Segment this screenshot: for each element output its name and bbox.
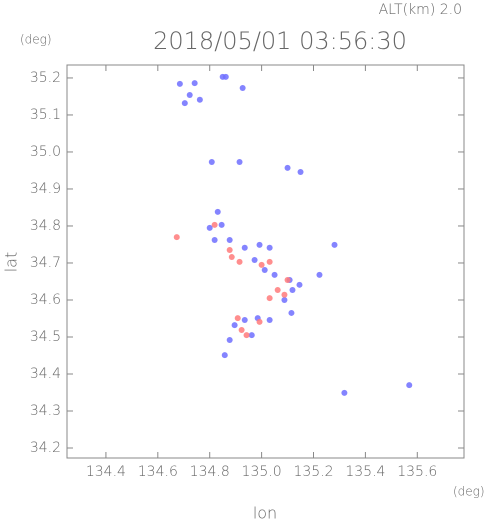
x-tick-label: 134.8 [190,464,230,480]
echo-point [226,336,233,343]
echo-point [236,158,243,165]
echo-point [191,80,198,87]
echo-point [222,73,229,80]
echo-point [226,247,233,254]
echo-point [316,271,323,278]
echo-point [271,271,278,278]
echo-point [208,158,215,165]
x-unit: (deg) [453,485,485,499]
x-axis-title: lon [253,504,277,521]
echo-point [206,224,213,231]
echo-point [239,84,246,91]
echo-point [251,257,258,264]
echo-point [281,291,288,298]
echo-point [248,332,255,339]
echo-point [226,237,233,244]
x-tick-label: 135.4 [345,464,385,480]
echo-point [196,96,203,103]
echo-point [406,382,413,389]
echo-point [297,168,304,175]
x-tick-label: 135.6 [397,464,437,480]
y-tick-label: 35.1 [30,107,61,123]
y-axis-title: lat [2,252,21,273]
x-tick-label: 135.2 [293,464,333,480]
echo-point [261,267,268,274]
echo-point [288,309,295,316]
y-tick-label: 34.4 [30,366,61,382]
echo-point [234,315,241,322]
echo-point [266,258,273,265]
y-tick-label: 35.0 [30,144,61,160]
y-tick-label: 34.8 [30,218,61,234]
plot-frame [66,64,465,459]
echo-point [258,261,265,268]
y-unit: (deg) [20,33,52,47]
x-tick-label: 134.4 [86,464,126,480]
echo-point [341,389,348,396]
x-tick-label: 135.0 [242,464,282,480]
echo-point [218,221,225,228]
echo-point [236,258,243,265]
echo-point [238,326,245,333]
echo-point [176,80,183,87]
echo-point [211,237,218,244]
echo-point [231,322,238,329]
echo-point [266,295,273,302]
y-tick-label: 34.2 [30,440,61,456]
echo-point [256,318,263,325]
y-tick-label: 34.9 [30,181,61,197]
y-tick-label: 35.2 [30,70,61,86]
y-tick-label: 34.7 [30,255,61,271]
y-tick-label: 34.5 [30,329,61,345]
echo-point [243,332,250,339]
y-tick-label: 34.6 [30,292,61,308]
echo-point [241,316,248,323]
echo-point [221,352,228,359]
echo-point [186,91,193,98]
echo-point [211,221,218,228]
echo-point [173,234,180,241]
echo-point [274,286,281,293]
y-tick-label: 34.3 [30,403,61,419]
x-tick-label: 134.6 [138,464,178,480]
echo-point [281,296,288,303]
echo-point [256,241,263,248]
echo-point [266,244,273,251]
echo-point [296,281,303,288]
echo-point [214,208,221,215]
chart-title: 2018/05/01 03:56:30 [153,27,407,55]
echo-point [241,244,248,251]
echo-point [284,277,291,284]
echo-point [331,241,338,248]
echo-point [266,316,273,323]
chart-subtitle: ALT(km) 2.0 [379,2,462,18]
echo-point [181,100,188,107]
echo-point [289,286,296,293]
echo-point [284,164,291,171]
echo-point [228,254,235,261]
